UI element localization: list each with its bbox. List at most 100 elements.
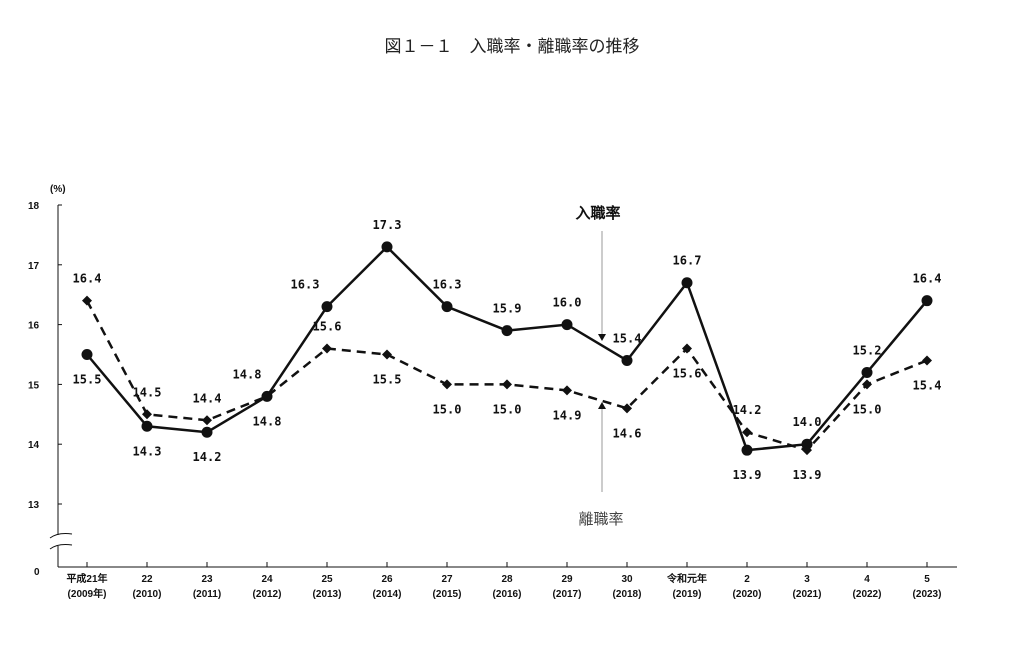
data-label: 15.2: [853, 343, 882, 357]
x-tick-sublabel: (2019): [673, 589, 702, 600]
data-label: 14.2: [193, 450, 222, 464]
data-label: 14.4: [193, 391, 222, 405]
data-point-circle: [201, 426, 213, 438]
data-label: 15.6: [673, 367, 702, 381]
x-tick-label: 令和元年: [666, 572, 707, 585]
x-tick-sublabel: (2013): [313, 589, 342, 600]
data-point-circle: [681, 277, 693, 289]
y-tick-label-zero: 0: [34, 567, 40, 578]
legend-hiring-rate: 入職率: [575, 204, 620, 222]
data-label: 14.8: [233, 367, 262, 381]
x-tick-label: 5: [924, 574, 930, 585]
data-point-circle: [501, 325, 513, 337]
data-point-circle: [861, 366, 873, 378]
x-tick-sublabel: (2011): [193, 589, 221, 600]
data-label: 14.6: [613, 426, 642, 440]
data-label: 16.3: [291, 278, 320, 292]
legend-separation-rate: 離職率: [578, 510, 623, 528]
data-label: 16.4: [73, 272, 102, 286]
data-label: 15.5: [73, 373, 102, 387]
x-tick-sublabel: (2021): [793, 589, 822, 600]
data-point-circle: [621, 354, 633, 366]
x-tick-label: 27: [441, 574, 453, 585]
y-tick-label: 15: [28, 380, 40, 391]
x-tick-label: 26: [381, 574, 393, 585]
data-point-diamond: [862, 379, 872, 390]
y-tick-label: 13: [28, 500, 40, 511]
x-tick-label: 29: [561, 574, 573, 585]
data-point-diamond: [802, 445, 812, 456]
data-point-diamond: [622, 403, 632, 414]
data-point-diamond: [142, 409, 152, 420]
data-label: 15.9: [493, 302, 522, 316]
x-tick-sublabel: (2020): [733, 589, 762, 600]
data-point-circle: [441, 301, 453, 313]
data-label: 15.0: [493, 402, 522, 416]
y-axis-unit: (%): [50, 184, 66, 195]
y-tick-label: 17: [28, 261, 40, 272]
data-label: 15.4: [613, 331, 642, 345]
data-point-circle: [141, 420, 153, 432]
data-label: 16.3: [433, 278, 462, 292]
data-label: 14.8: [253, 414, 282, 428]
data-label: 15.5: [373, 373, 402, 387]
x-tick-label: 2: [744, 574, 750, 585]
x-tick-label: 28: [501, 574, 513, 585]
data-label: 15.0: [433, 402, 462, 416]
data-label: 14.0: [793, 415, 822, 429]
x-tick-sublabel: (2022): [853, 589, 882, 600]
x-tick-label: 24: [261, 574, 273, 585]
x-tick-sublabel: (2012): [253, 589, 282, 600]
data-label: 14.5: [133, 385, 162, 399]
arrowhead-icon: [598, 402, 606, 409]
data-label: 15.0: [853, 402, 882, 416]
x-tick-sublabel: (2023): [913, 589, 942, 600]
data-point-circle: [381, 241, 393, 253]
data-point-diamond: [382, 349, 392, 360]
data-point-circle: [801, 438, 813, 450]
axis-break-mark: [49, 533, 73, 550]
data-label: 16.7: [673, 254, 702, 268]
data-label: 16.0: [553, 296, 582, 310]
data-point-diamond: [442, 379, 452, 390]
x-tick-sublabel: (2010): [133, 589, 162, 600]
x-tick-label: 22: [141, 574, 153, 585]
x-tick-sublabel: (2016): [493, 589, 522, 600]
y-tick-label: 14: [28, 440, 40, 451]
data-label: 17.3: [373, 218, 402, 232]
data-point-circle: [561, 319, 573, 331]
x-tick-label: 23: [201, 574, 213, 585]
data-point-diamond: [562, 385, 572, 396]
data-label: 13.9: [793, 468, 822, 482]
x-tick-label: 平成21年: [66, 572, 107, 585]
data-point-diamond: [502, 379, 512, 390]
x-tick-sublabel: (2015): [433, 589, 462, 600]
data-point-circle: [921, 295, 933, 307]
data-label: 14.3: [133, 444, 162, 458]
x-tick-sublabel: (2018): [613, 589, 642, 600]
x-tick-sublabel: (2009年): [68, 587, 107, 600]
x-tick-sublabel: (2017): [553, 589, 582, 600]
data-point-circle: [741, 444, 753, 456]
data-point-diamond: [262, 391, 272, 402]
data-label: 15.4: [913, 378, 942, 392]
arrowhead-icon: [598, 334, 606, 341]
data-point-diamond: [682, 343, 692, 354]
x-tick-label: 25: [321, 574, 333, 585]
x-tick-sublabel: (2014): [373, 589, 402, 600]
chart-title: 図１－１ 入職率・離職率の推移: [384, 37, 640, 57]
x-tick-label: 3: [804, 574, 810, 585]
data-label: 14.2: [733, 403, 762, 417]
data-point-diamond: [202, 415, 212, 426]
data-point-diamond: [742, 427, 752, 438]
data-label: 15.6: [313, 320, 342, 334]
data-point-circle: [321, 301, 333, 313]
data-label: 16.4: [913, 272, 942, 286]
data-label: 14.9: [553, 408, 582, 422]
data-point-diamond: [322, 343, 332, 354]
y-tick-label: 16: [28, 321, 40, 332]
y-tick-label: 18: [28, 201, 40, 212]
data-point-circle: [81, 349, 93, 360]
data-point-diamond: [82, 295, 92, 306]
